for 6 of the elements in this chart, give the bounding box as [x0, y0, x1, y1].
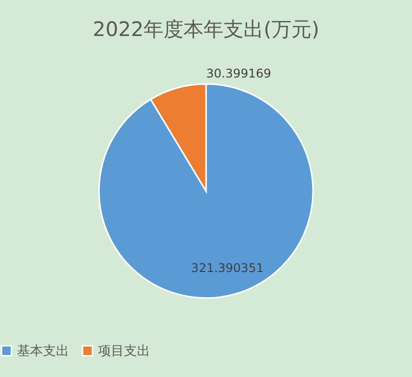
legend-label: 基本支出: [17, 344, 69, 359]
chart-title: 2022年度本年支出(万元): [92, 17, 320, 41]
pie-slice: [98, 83, 314, 299]
data-label: 321.390351: [191, 261, 264, 276]
legend-label: 项目支出: [98, 344, 150, 359]
data-label: 30.399169: [206, 66, 272, 80]
